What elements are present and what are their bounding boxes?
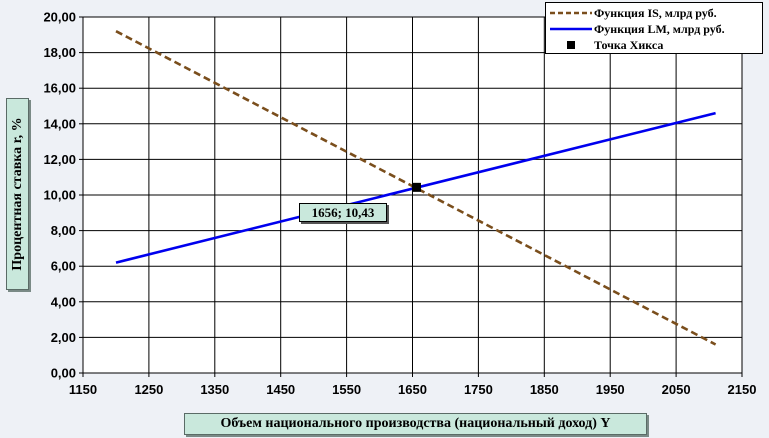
x-tick-label: 1750: [464, 382, 493, 397]
y-axis-ticks: 0,00 2,00 4,00 6,00 8,00 10,00 12,00 14,00 16,00…: [43, 10, 83, 381]
y-tick-label: 2,00: [51, 330, 76, 345]
series-is-line: [115, 30, 717, 346]
y-axis-title-box: Процентная ставка r, %: [6, 98, 29, 290]
y-tick-label: 12,00: [43, 152, 76, 167]
legend: Функция IS, млрд руб. Функция LM, млрд р…: [545, 2, 763, 54]
legend-label-lm: Функция LM, млрд руб.: [594, 22, 725, 36]
x-tick-label: 1150: [69, 382, 97, 397]
y-tick-label: 6,00: [51, 259, 76, 274]
hicks-point-callout: 1656; 10,43: [299, 203, 387, 222]
x-tick-label: 1850: [530, 382, 559, 397]
x-axis-ticks: 1150 1250 1350 1450 1550 1650 1750 1850 1950 2050…: [69, 373, 757, 397]
y-tick-label: 4,00: [51, 294, 76, 309]
y-tick-label: 20,00: [43, 10, 76, 25]
hicks-point-marker: [411, 182, 421, 192]
legend-swatch-lm: [550, 27, 592, 31]
legend-swatch-is: [550, 11, 592, 15]
marker-layer: [411, 182, 421, 192]
x-axis-title: Объем национального производства (национ…: [184, 413, 647, 435]
x-tick-label: 2150: [728, 382, 757, 397]
x-tick-label: 2050: [662, 382, 691, 397]
y-axis-title: Процентная ставка r, %: [9, 117, 25, 271]
y-tick-label: 14,00: [43, 116, 76, 131]
x-tick-label: 1550: [332, 382, 361, 397]
legend-label-is: Функция IS, млрд руб.: [594, 6, 717, 20]
x-tick-label: 1950: [596, 382, 625, 397]
x-tick-label: 1250: [134, 382, 163, 397]
x-tick-label: 1350: [200, 382, 229, 397]
legend-swatch-hicks: [567, 41, 575, 49]
x-tick-label: 1650: [398, 382, 427, 397]
x-tick-label: 1450: [266, 382, 295, 397]
y-tick-label: 0,00: [51, 366, 76, 381]
y-tick-label: 10,00: [43, 188, 76, 203]
y-tick-label: 16,00: [43, 81, 76, 96]
grid: [83, 17, 742, 373]
y-tick-label: 8,00: [51, 223, 76, 238]
legend-label-hicks: Точка Хикса: [594, 38, 664, 52]
y-tick-label: 18,00: [43, 45, 76, 60]
